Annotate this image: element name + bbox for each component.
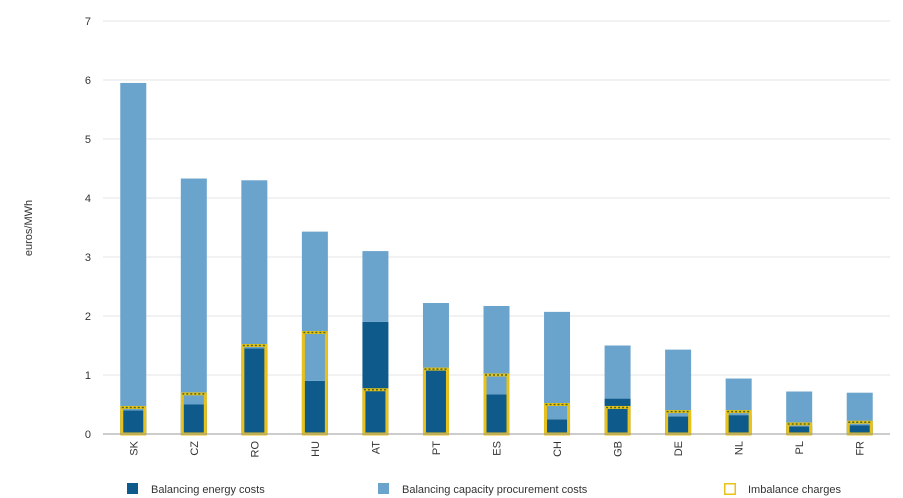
bar-balancing-capacity-pt bbox=[422, 303, 449, 370]
bar-balancing-energy-sk bbox=[120, 410, 147, 434]
bar-balancing-capacity-de bbox=[665, 349, 692, 417]
bar-balancing-energy-fr bbox=[846, 425, 873, 434]
legend: Balancing energy costs Balancing capacity… bbox=[127, 483, 841, 496]
x-tick-label-nl: NL bbox=[734, 441, 746, 455]
legend-label-balancing-capacity-procurement-costs: Balancing capacity procurement costs bbox=[402, 484, 588, 496]
bars bbox=[120, 82, 873, 436]
bar-balancing-capacity-at bbox=[362, 251, 389, 322]
bar-balancing-energy-pt bbox=[422, 369, 449, 434]
x-tick-label-gb: GB bbox=[613, 441, 625, 457]
legend-swatch-balancing-capacity-procurement-costs bbox=[378, 483, 389, 494]
bar-balancing-capacity-pl bbox=[786, 391, 813, 427]
legend-label-balancing-energy-costs: Balancing energy costs bbox=[151, 484, 265, 496]
bar-balancing-energy-nl bbox=[725, 415, 752, 434]
x-tick-label-pl: PL bbox=[794, 441, 806, 454]
y-tick-label: 2 bbox=[85, 311, 91, 323]
bar-balancing-energy-cz bbox=[180, 404, 207, 434]
y-tick-label: 1 bbox=[85, 370, 91, 382]
bar-balancing-energy-es bbox=[483, 394, 510, 434]
x-tick-label-de: DE bbox=[673, 441, 685, 456]
bar-balancing-energy-de bbox=[665, 416, 692, 434]
y-tick-label: 7 bbox=[85, 16, 91, 28]
bar-balancing-capacity-sk bbox=[120, 82, 147, 411]
bar-balancing-energy-at bbox=[362, 321, 389, 434]
x-tick-label-ch: CH bbox=[552, 441, 564, 457]
bar-balancing-capacity-ro bbox=[241, 180, 268, 349]
x-tick-label-cz: CZ bbox=[189, 441, 201, 456]
bar-balancing-capacity-fr bbox=[846, 392, 873, 426]
y-axis-title: euros/MWh bbox=[23, 200, 35, 256]
x-tick-label-ro: RO bbox=[249, 441, 261, 458]
x-tick-label-hu: HU bbox=[310, 441, 322, 457]
y-tick-label: 6 bbox=[85, 75, 91, 87]
y-tick-label: 5 bbox=[85, 134, 91, 146]
x-tick-label-fr: FR bbox=[855, 441, 867, 456]
x-tick-label-at: AT bbox=[370, 441, 382, 455]
y-tick-label: 4 bbox=[85, 193, 91, 205]
legend-label-imbalance-charges: Imbalance charges bbox=[748, 484, 841, 496]
y-tick-label: 3 bbox=[85, 252, 91, 264]
x-tick-label-es: ES bbox=[492, 441, 504, 456]
bar-balancing-energy-ro bbox=[241, 348, 268, 434]
legend-swatch-imbalance-charges bbox=[724, 483, 736, 495]
bar-balancing-energy-pl bbox=[786, 426, 813, 434]
x-tick-labels: SK CZ RO HU AT PT ES CH GB DE NL PL FR bbox=[128, 440, 866, 457]
bar-balancing-capacity-es bbox=[483, 305, 510, 395]
y-tick-label: 0 bbox=[85, 429, 91, 441]
bar-balancing-energy-hu bbox=[301, 380, 328, 434]
bar-balancing-capacity-nl bbox=[725, 378, 752, 416]
y-tick-labels: 0 1 2 3 4 5 6 7 bbox=[85, 16, 91, 441]
x-tick-label-sk: SK bbox=[128, 440, 140, 455]
bar-balancing-capacity-hu bbox=[301, 231, 328, 381]
legend-swatch-balancing-energy-costs bbox=[127, 483, 138, 494]
x-tick-label-pt: PT bbox=[431, 441, 443, 455]
bar-balancing-energy-gb bbox=[604, 398, 631, 434]
bar-balancing-capacity-ch bbox=[544, 311, 571, 420]
bar-balancing-capacity-gb bbox=[604, 345, 631, 399]
bar-balancing-energy-ch bbox=[544, 419, 571, 434]
bar-balancing-capacity-cz bbox=[180, 178, 207, 405]
